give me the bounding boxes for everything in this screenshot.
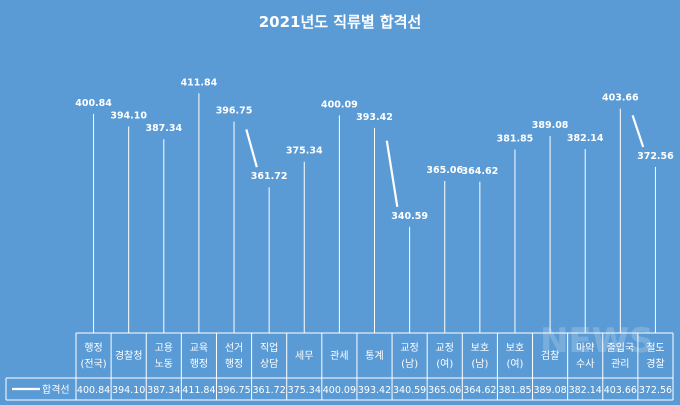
x-tick-label: 보호: [506, 342, 524, 354]
x-tick-label: (전국): [80, 358, 106, 370]
table-value: 394.10: [112, 385, 145, 396]
table-value: 340.59: [393, 385, 426, 396]
chart-title: 2021년도 직류별 합격선: [259, 13, 422, 31]
x-tick-label: 교정: [436, 342, 454, 354]
x-tick-label: 통계: [365, 350, 383, 362]
data-label: 400.09: [321, 99, 358, 110]
table-value: 400.84: [77, 385, 110, 396]
data-label: 364.62: [462, 166, 499, 177]
table-value: 396.75: [217, 385, 250, 396]
data-label: 382.14: [567, 133, 604, 144]
series-line-segment: [385, 140, 399, 208]
data-label: 361.72: [251, 171, 288, 182]
data-label: 393.42: [356, 112, 393, 123]
x-tick-label: 출입국: [607, 341, 635, 354]
table-value: 364.62: [463, 385, 496, 396]
x-tick-label: 교정: [400, 342, 418, 354]
x-tick-label: (남): [471, 358, 488, 370]
x-tick-label: 경찰청: [115, 349, 143, 362]
x-tick-label: 관리: [611, 358, 629, 370]
x-tick-label: 보호: [471, 342, 489, 354]
data-label: 389.08: [532, 120, 569, 131]
x-tick-label: 관세: [330, 350, 348, 362]
series-line-segment: [631, 115, 645, 148]
table-value: 403.66: [604, 385, 637, 396]
data-label: 400.84: [75, 98, 112, 109]
watermark: NEWS: [540, 321, 654, 361]
x-tick-label: 행정: [225, 358, 243, 370]
table-value: 381.85: [498, 385, 531, 396]
x-tick-label: 검찰: [541, 350, 559, 362]
data-label: 394.10: [110, 111, 147, 122]
table-value: 411.84: [182, 385, 215, 396]
x-tick-label: 직업: [260, 341, 278, 354]
x-tick-label: 행정: [84, 342, 102, 354]
x-tick-label: 철도: [646, 342, 664, 354]
data-label: 403.66: [602, 93, 639, 104]
data-label: 387.34: [145, 123, 182, 134]
x-tick-label: 교육: [190, 342, 208, 354]
x-tick-label: 수사: [576, 358, 594, 370]
data-label: 365.06: [426, 165, 463, 176]
table-value: 393.42: [358, 385, 391, 396]
x-tick-label: 행정: [190, 358, 208, 370]
table-value: 400.09: [323, 385, 356, 396]
x-tick-label: (여): [506, 358, 523, 370]
data-label: 372.56: [637, 151, 674, 162]
x-tick-label: 경찰: [646, 357, 664, 370]
data-label: 340.59: [391, 211, 428, 222]
drop-lines: [93, 93, 656, 333]
table-value: 372.56: [639, 385, 672, 396]
x-tick-label: (남): [401, 358, 418, 370]
x-tick-label: 세무: [295, 350, 313, 362]
table-value: 365.06: [428, 385, 461, 396]
table-value: 361.72: [253, 385, 286, 396]
series-line-segments: [245, 115, 645, 208]
data-label: 396.75: [216, 106, 253, 117]
x-tick-label: 마약: [576, 342, 594, 354]
data-label: 375.34: [286, 146, 323, 157]
table-value: 387.34: [147, 385, 180, 396]
table-value: 375.34: [288, 385, 321, 396]
series-line-segment: [245, 129, 258, 168]
x-tick-label: 노동: [155, 358, 173, 370]
x-tick-label: 상담: [260, 358, 278, 370]
data-label: 411.84: [181, 77, 218, 88]
legend-label: 합격선: [42, 383, 70, 396]
table-value: 389.08: [533, 385, 566, 396]
x-tick-label: (여): [436, 358, 453, 370]
x-tick-label: 고용: [155, 342, 173, 354]
x-tick-label: 선거: [225, 342, 243, 354]
table-value: 382.14: [569, 385, 602, 396]
data-label: 381.85: [497, 134, 534, 145]
